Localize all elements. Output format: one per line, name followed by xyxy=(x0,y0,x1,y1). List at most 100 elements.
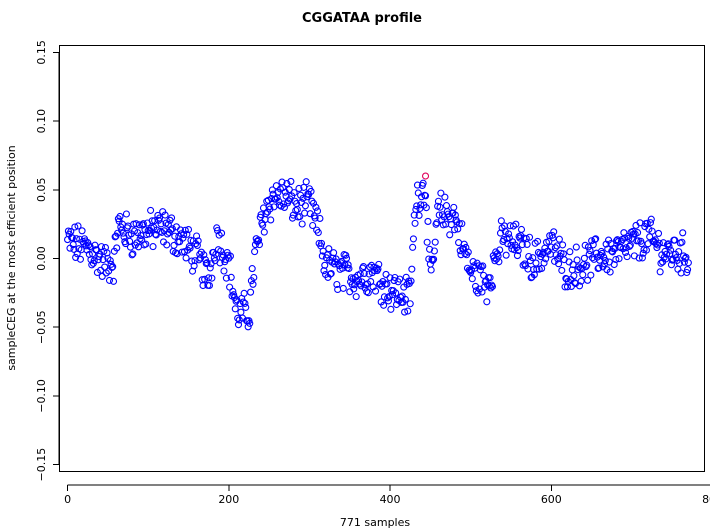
data-point xyxy=(218,229,226,237)
data-point xyxy=(321,261,329,269)
data-point xyxy=(317,239,326,247)
data-point xyxy=(431,238,439,246)
data-point xyxy=(339,284,347,292)
data-point xyxy=(572,243,580,251)
data-point xyxy=(132,220,140,228)
data-point xyxy=(474,289,482,297)
data-point xyxy=(86,243,94,251)
data-point xyxy=(301,202,309,210)
data-point xyxy=(570,272,578,280)
data-point xyxy=(623,253,631,261)
data-point xyxy=(68,234,76,242)
data-point xyxy=(255,236,263,244)
data-point xyxy=(665,242,673,250)
data-point xyxy=(502,251,510,259)
data-point xyxy=(430,247,438,255)
data-point xyxy=(588,254,596,262)
data-point xyxy=(299,194,307,202)
data-point xyxy=(387,305,395,313)
data-point xyxy=(234,321,243,329)
data-point xyxy=(404,307,412,315)
data-point xyxy=(171,232,179,240)
data-point xyxy=(487,284,495,292)
y-tick-label: −0.15 xyxy=(35,448,48,482)
data-point xyxy=(313,207,322,215)
data-point xyxy=(656,268,664,276)
data-point xyxy=(301,209,309,217)
data-point xyxy=(312,203,320,211)
data-point xyxy=(625,234,633,242)
data-point xyxy=(183,230,191,238)
data-point xyxy=(298,220,306,228)
data-point xyxy=(152,231,160,239)
data-point xyxy=(106,256,114,265)
data-point xyxy=(227,273,235,281)
data-point xyxy=(595,264,603,272)
highlighted-data-point xyxy=(421,172,430,180)
data-point xyxy=(176,226,184,234)
data-point xyxy=(409,243,417,251)
data-point xyxy=(342,251,350,259)
data-point xyxy=(326,270,334,278)
data-point xyxy=(272,182,280,190)
data-point xyxy=(122,210,130,218)
data-point xyxy=(318,252,326,260)
data-point xyxy=(280,200,288,208)
data-point xyxy=(380,293,388,301)
data-point xyxy=(205,274,213,282)
data-point xyxy=(316,214,324,222)
data-point xyxy=(442,202,451,210)
data-point xyxy=(249,280,257,288)
data-point xyxy=(193,232,201,240)
data-point xyxy=(295,184,303,193)
data-point xyxy=(248,265,256,273)
data-point xyxy=(646,233,654,241)
data-point xyxy=(497,217,505,225)
data-point xyxy=(347,274,355,282)
data-point xyxy=(266,205,274,213)
x-tick-label: 400 xyxy=(380,493,401,506)
data-point xyxy=(226,283,234,291)
data-point xyxy=(411,219,419,227)
data-point xyxy=(273,194,281,202)
data-point xyxy=(113,244,121,252)
data-point xyxy=(592,235,600,243)
data-point xyxy=(495,258,503,266)
data-point xyxy=(621,248,630,257)
data-point xyxy=(427,266,435,274)
data-point xyxy=(412,205,420,213)
y-tick-label: 0.00 xyxy=(35,246,48,271)
data-point xyxy=(406,300,414,308)
data-point xyxy=(194,237,202,245)
data-point xyxy=(283,180,291,188)
data-point xyxy=(195,256,203,264)
data-point xyxy=(525,233,534,241)
data-point xyxy=(205,281,214,290)
data-point xyxy=(345,264,353,273)
data-point xyxy=(652,240,660,248)
data-point xyxy=(246,319,254,327)
data-point xyxy=(571,279,579,287)
data-point xyxy=(436,203,444,211)
data-point xyxy=(371,287,380,295)
data-point xyxy=(122,240,130,248)
y-axis: −0.15 −0.10 −0.05 0.00 0.05 0.10 0.15 xyxy=(35,40,60,482)
data-point xyxy=(375,260,383,268)
data-point xyxy=(662,255,670,263)
x-tick-label: 0 xyxy=(64,493,71,506)
data-point xyxy=(220,267,228,275)
data-point xyxy=(173,250,181,258)
data-point xyxy=(566,248,574,256)
data-point xyxy=(586,247,594,255)
data-point xyxy=(255,241,264,249)
data-point xyxy=(430,255,438,263)
data-point xyxy=(98,272,106,281)
data-point xyxy=(168,225,176,233)
data-point xyxy=(108,263,116,272)
data-point xyxy=(514,247,522,255)
data-point xyxy=(261,216,269,224)
data-point xyxy=(157,220,165,228)
data-point xyxy=(638,254,646,262)
data-point xyxy=(161,211,169,219)
data-point xyxy=(306,210,314,218)
